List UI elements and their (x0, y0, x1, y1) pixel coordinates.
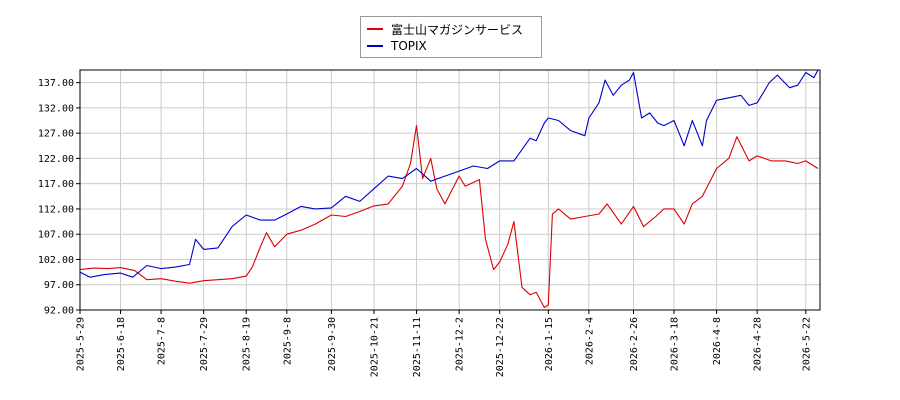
x-tick-label: 2026-5-22 (801, 317, 812, 371)
x-tick-label: 2025-7-29 (199, 317, 210, 371)
y-tick-label: 102.00 (38, 255, 74, 266)
y-tick-label: 92.00 (44, 306, 74, 317)
legend-entry-fuji: 富士山マガジンサービス (367, 21, 523, 37)
x-tick-label: 2025-7-8 (157, 317, 168, 365)
x-tick-label: 2025-11-11 (412, 317, 423, 377)
x-tick-label: 2026-1-15 (544, 317, 555, 371)
legend-label-fuji: 富士山マガジンサービス (391, 22, 524, 37)
series-line-topix (79, 69, 819, 278)
legend-entry-topix: TOPIX (367, 38, 427, 54)
legend-label-topix: TOPIX (391, 39, 427, 53)
legend-swatch-blue (367, 45, 383, 47)
y-tick-label: 107.00 (38, 230, 74, 241)
y-tick-label: 117.00 (38, 179, 74, 190)
x-tick-label: 2025-12-22 (495, 317, 506, 377)
plot-frame (79, 69, 821, 311)
series-lines (79, 69, 819, 309)
x-axis: 2025-5-29 2025-6-18 2025-7-8 2025-7-29 2025-… (76, 310, 812, 377)
x-tick-label: 2026-4-28 (753, 317, 764, 371)
x-tick-label: 2025-9-8 (282, 317, 293, 365)
y-tick-label: 127.00 (38, 129, 74, 140)
y-axis: 92.00 97.00 102.00 107.00 112.00 117.00 122.00… (38, 78, 80, 317)
x-tick-label: 2025-5-29 (76, 317, 87, 371)
y-tick-label: 122.00 (38, 154, 74, 165)
x-tick-label: 2025-6-18 (116, 317, 127, 371)
x-tick-label: 2025-9-30 (327, 317, 338, 371)
y-tick-label: 97.00 (44, 280, 74, 291)
series-line-fuji (79, 125, 819, 309)
y-tick-label: 112.00 (38, 204, 74, 215)
y-tick-label: 137.00 (38, 78, 74, 89)
grid-lines (79, 70, 820, 311)
x-tick-label: 2025-10-21 (369, 317, 380, 377)
x-tick-label: 2026-2-4 (584, 317, 595, 365)
x-tick-label: 2026-3-18 (670, 317, 681, 371)
x-tick-label: 2025-8-19 (242, 317, 253, 371)
x-tick-label: 2026-2-26 (629, 317, 640, 371)
x-tick-label: 2025-12-2 (455, 317, 466, 371)
y-tick-label: 132.00 (38, 103, 74, 114)
legend: 富士山マガジンサービス TOPIX (360, 16, 542, 58)
legend-swatch-red (367, 28, 383, 30)
x-tick-label: 2026-4-8 (712, 317, 723, 365)
